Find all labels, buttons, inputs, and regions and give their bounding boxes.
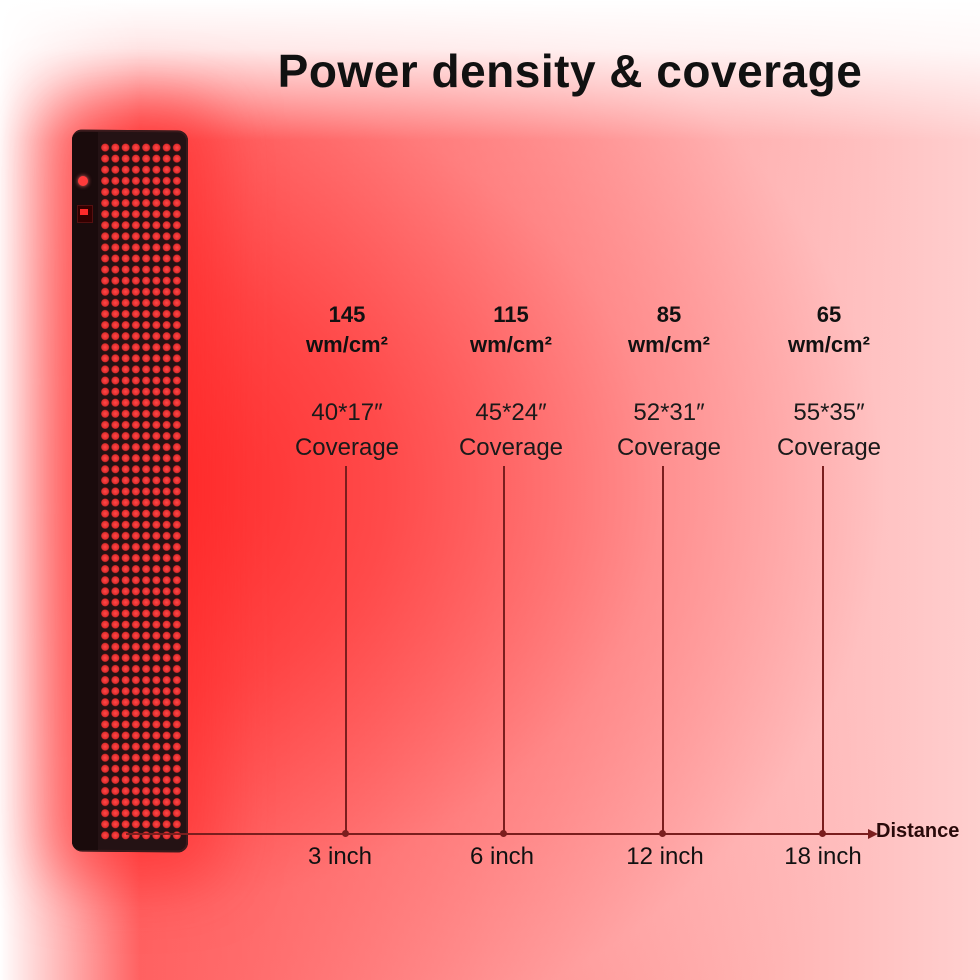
distance-marker-line xyxy=(345,466,347,834)
distance-marker-line xyxy=(822,466,824,834)
column-3-inch: 145 wm/cm² 40*17″ Coverage xyxy=(272,0,422,980)
coverage-size: 40*17″ xyxy=(311,399,383,426)
led-array xyxy=(100,142,182,842)
column-6-inch: 115 wm/cm² 45*24″ Coverage xyxy=(436,0,586,980)
coverage-block: 40*17″ Coverage xyxy=(272,395,422,465)
distance-label: 18 inch xyxy=(784,843,862,870)
column-12-inch: 85 wm/cm² 52*31″ Coverage xyxy=(594,0,744,980)
power-value: 145 xyxy=(328,302,366,327)
power-unit: wm/cm² xyxy=(788,332,870,357)
coverage-label: Coverage xyxy=(458,434,564,461)
axis-arrow-icon xyxy=(868,829,878,839)
distance-label: 12 inch xyxy=(626,843,704,870)
coverage-size: 45*24″ xyxy=(475,399,547,426)
power-density: 65 wm/cm² xyxy=(754,300,904,360)
panel-display-digits xyxy=(80,209,88,215)
coverage-label: Coverage xyxy=(616,434,722,461)
column-18-inch: 65 wm/cm² 55*35″ Coverage xyxy=(754,0,904,980)
coverage-size: 55*35″ xyxy=(793,399,865,426)
distance-marker-dot xyxy=(819,830,826,837)
distance-marker-dot xyxy=(500,830,507,837)
power-value: 115 xyxy=(493,302,529,327)
coverage-block: 52*31″ Coverage xyxy=(594,395,744,465)
coverage-block: 45*24″ Coverage xyxy=(436,395,586,465)
distance-marker-line xyxy=(503,466,505,834)
page-title: Power density & coverage xyxy=(277,45,863,97)
distance-marker-dot xyxy=(659,830,666,837)
coverage-block: 55*35″ Coverage xyxy=(754,395,904,465)
distance-marker-line xyxy=(662,466,664,834)
power-density: 115 wm/cm² xyxy=(436,300,586,360)
distance-label: 3 inch xyxy=(307,843,373,870)
power-density: 85 wm/cm² xyxy=(594,300,744,360)
coverage-label: Coverage xyxy=(776,434,882,461)
top-fade xyxy=(0,0,980,140)
coverage-label: Coverage xyxy=(294,434,400,461)
power-value: 85 xyxy=(656,302,682,327)
distance-axis xyxy=(126,833,872,835)
axis-label: Distance xyxy=(876,820,960,842)
coverage-size: 52*31″ xyxy=(633,399,705,426)
power-unit: wm/cm² xyxy=(628,332,710,357)
distance-label: 6 inch xyxy=(469,843,535,870)
power-density: 145 wm/cm² xyxy=(272,300,422,360)
led-panel-side xyxy=(72,132,98,850)
distance-marker-dot xyxy=(342,830,349,837)
power-value: 65 xyxy=(816,302,842,327)
power-unit: wm/cm² xyxy=(470,332,552,357)
power-button-icon xyxy=(78,176,88,186)
power-unit: wm/cm² xyxy=(306,332,388,357)
